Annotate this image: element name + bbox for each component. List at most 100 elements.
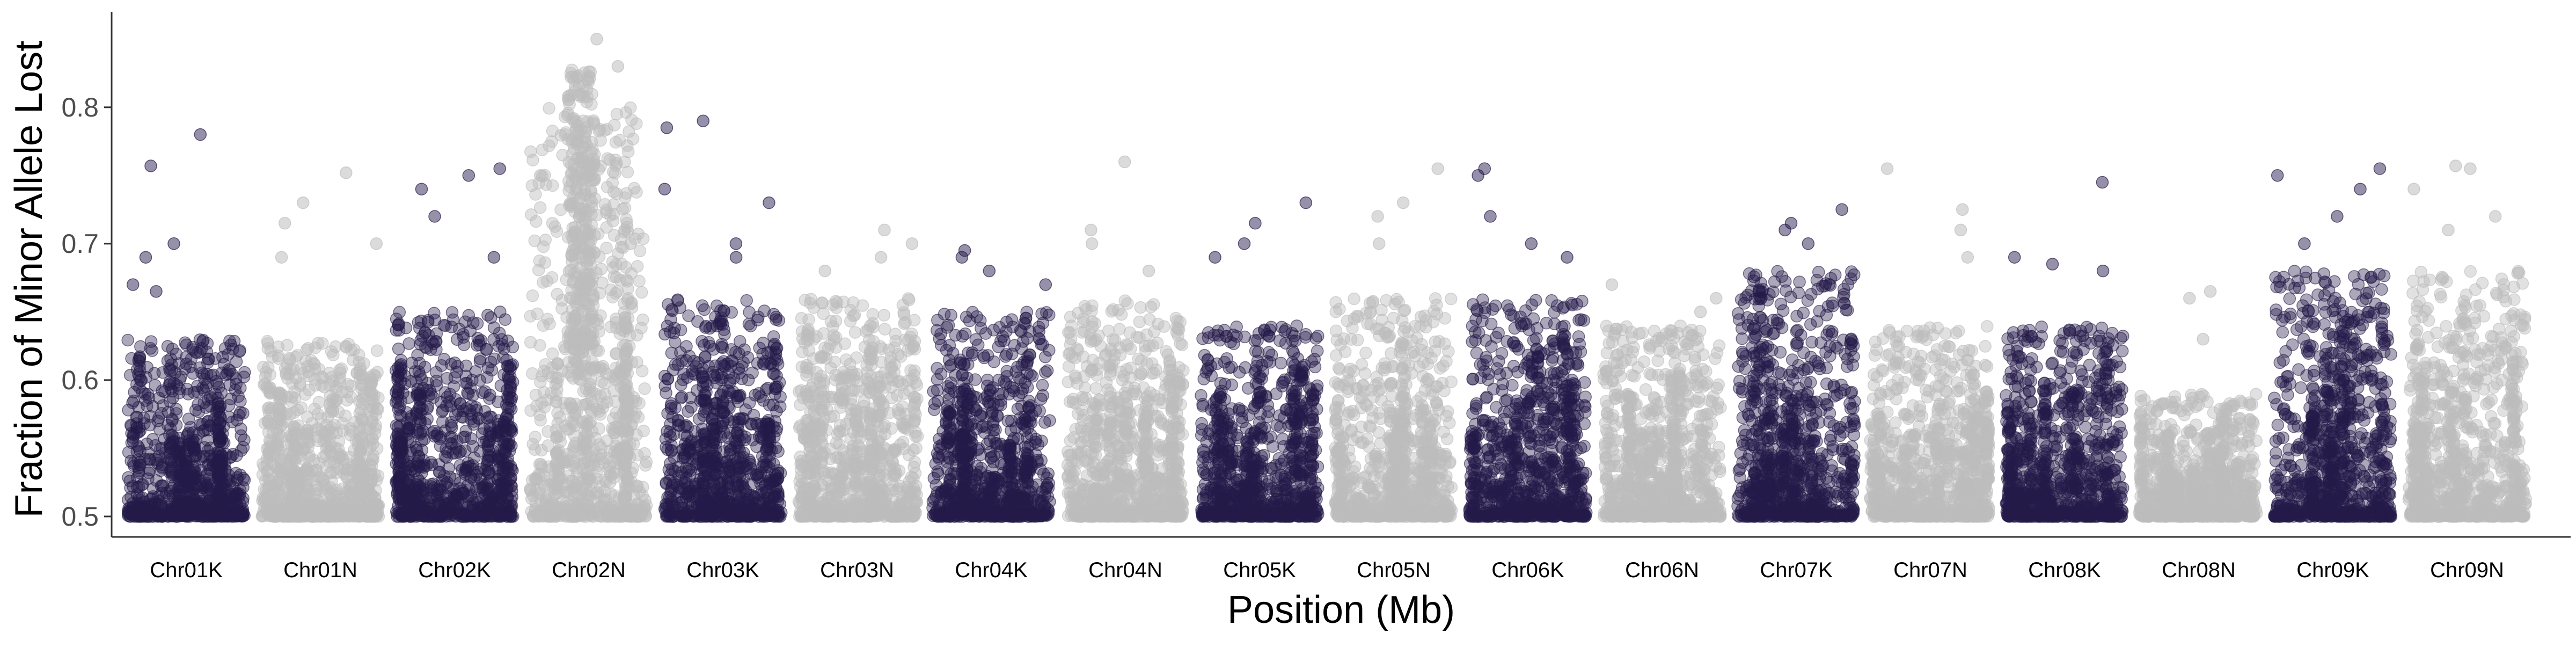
data-point [564,291,577,304]
data-point [272,484,285,497]
data-point [412,478,425,492]
data-point [553,430,566,443]
data-point [336,417,349,430]
data-point [367,501,380,514]
data-point [664,457,677,470]
data-point [225,368,239,381]
data-point [445,419,458,432]
data-point [567,276,580,289]
data-point [324,438,337,452]
data-point [620,221,634,234]
data-point [575,342,588,355]
data-point [543,102,555,115]
data-point [769,346,782,359]
data-point [179,336,192,350]
data-point [551,406,564,419]
data-point [354,444,367,457]
data-point [235,510,248,523]
data-point [193,333,207,346]
data-point [425,388,438,401]
data-point [566,70,579,84]
data-point [427,481,441,495]
data-point [164,422,177,435]
data-point [549,377,562,391]
data-point [354,368,367,381]
outlier-point [534,169,547,182]
data-point [465,408,478,421]
data-point [573,372,586,386]
data-point [568,221,582,234]
series-Chr02N [524,33,653,523]
data-point [260,492,274,505]
data-point [261,337,275,350]
data-point [392,389,405,402]
data-point [700,386,713,399]
data-point [487,333,500,346]
data-point [181,480,195,493]
data-point [283,367,296,381]
outlier-point [462,169,475,182]
data-point [184,360,197,373]
outlier-point [194,128,207,141]
data-point [683,462,696,476]
data-point [533,201,547,214]
data-point [583,473,596,486]
data-point [392,506,406,520]
data-point [524,310,537,323]
data-point [463,460,476,473]
outlier-point [729,237,743,250]
data-point [324,499,338,512]
data-point [390,449,404,462]
data-point [664,493,678,506]
data-point [743,306,756,319]
data-points-layer [121,33,2532,523]
data-point [761,505,774,519]
outlier-point [297,196,310,209]
data-point [541,312,554,325]
data-point [391,420,405,433]
data-point [440,399,453,412]
data-point [675,391,687,405]
data-point [568,170,581,183]
data-point [586,143,599,156]
data-point [300,343,313,357]
data-point [762,413,775,427]
data-point [262,416,275,429]
data-point [609,395,621,408]
data-point [741,351,755,364]
data-point [672,414,685,427]
data-point [706,486,719,499]
data-point [723,376,736,389]
data-point [715,338,728,351]
data-point [600,493,613,506]
data-point [576,114,590,127]
data-point [261,402,275,415]
data-point [481,506,495,519]
data-point [370,344,384,357]
data-point [217,358,231,370]
data-point [696,369,709,383]
data-point [393,306,406,319]
data-point [734,478,747,492]
series-Chr01K [121,128,251,523]
data-point [584,392,598,406]
data-point [661,373,675,386]
data-point [583,277,596,290]
data-point [680,340,693,353]
outlier-point [658,183,671,195]
data-point [144,342,157,355]
data-point [699,321,712,334]
data-point [568,429,581,442]
data-point [450,490,463,503]
outlier-point [493,162,506,175]
data-point [760,459,773,471]
data-point [608,119,621,132]
data-point [272,401,286,415]
data-point [133,370,146,383]
data-point [569,355,583,368]
data-point [469,365,482,378]
series-Chr02K [389,162,519,523]
data-point [392,342,405,355]
data-point [730,426,744,439]
data-point [756,347,769,361]
